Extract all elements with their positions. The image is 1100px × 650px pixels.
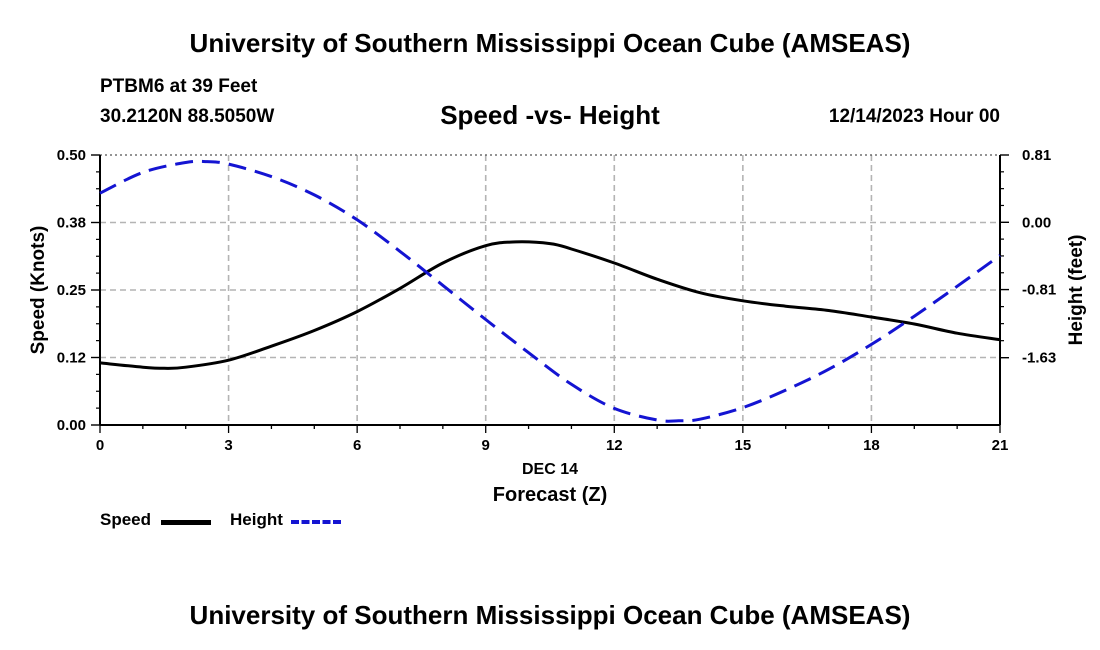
x-tick-label: 9 [482,437,490,454]
x-axis-date-label: DEC 14 [522,461,578,478]
legend-speed-swatch [161,520,211,525]
x-tick-label: 6 [353,437,361,454]
x-tick-label: 12 [606,437,623,454]
grid-layer [100,154,1000,425]
x-tick-label: 0 [96,437,104,454]
x-axis-label: Forecast (Z) [493,484,607,506]
x-tick-label: 21 [992,437,1009,454]
y-right-axis-label: Height (feet) [1066,235,1087,346]
y-left-tick-label: 0.12 [57,350,86,367]
labels-layer: 0 3 6 9 12 15 18 21 0.00 0.12 0.25 0.38 0.50 0.81 0.00… [28,147,1087,506]
y-right-tick-label: -1.63 [1022,350,1056,367]
coordinates-label: 30.2120N 88.5050W [100,106,275,127]
height-series-line [99,159,1001,423]
y-left-tick-label: 0.50 [57,147,86,164]
x-tick-label: 18 [863,437,880,454]
y-left-tick-label: 0.00 [57,417,86,434]
y-right-tick-label: 0.00 [1022,214,1051,231]
datetime-label: 12/14/2023 Hour 00 [828,106,1000,127]
y-left-tick-label: 0.38 [57,215,86,232]
speed-series-line [99,240,1001,370]
y-left-tick-label: 0.25 [57,282,86,299]
page-title-bottom: University of Southern Mississippi Ocean… [189,600,911,630]
station-label: PTBM6 at 39 Feet [100,76,258,97]
legend-speed-label: Speed [100,510,152,529]
x-tick-label: 15 [735,437,752,454]
y-right-tick-label: 0.81 [1022,147,1051,164]
chart-title: Speed -vs- Height [440,100,660,130]
series-layer [99,159,1001,423]
legend-height-label: Height [230,510,283,529]
y-right-tick-label: -0.81 [1022,282,1056,299]
legend-height-swatch [291,520,341,524]
y-left-axis-label: Speed (Knots) [28,226,49,355]
page-title-top: University of Southern Mississippi Ocean… [189,28,911,58]
x-tick-label: 3 [224,437,232,454]
axes-layer [91,154,1009,433]
